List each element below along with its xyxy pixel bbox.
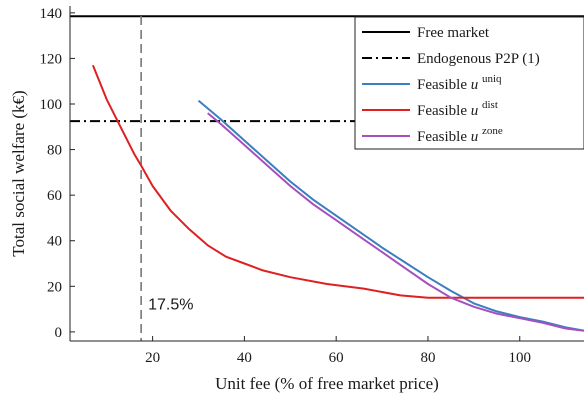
legend-var-text: u [471, 129, 482, 145]
legend: Free market Endogenous P2P (1) Feasible u … [354, 16, 584, 150]
x-tick-label: 20 [145, 350, 160, 366]
legend-base-text: Feasible [417, 103, 471, 119]
y-axis-label: Total social welfare (k€) [9, 90, 28, 256]
y-tick-label: 20 [47, 279, 62, 295]
legend-label-dist: Feasible u dist [417, 99, 498, 119]
y-tick-label: 120 [40, 51, 63, 67]
legend-label: Endogenous P2P (1) [417, 51, 540, 67]
y-tick-label: 140 [40, 6, 63, 22]
x-axis-label: Unit fee (% of free market price) [215, 374, 439, 393]
series-line-dist [91, 64, 584, 299]
legend-label-uniq: Feasible u uniq [417, 73, 502, 93]
legend-sup-text: uniq [482, 73, 502, 85]
legend-base-text: Feasible [417, 77, 471, 93]
legend-base-text: Feasible [417, 129, 471, 145]
legend-sup-text: zone [482, 125, 503, 137]
y-tick-label: 0 [55, 325, 63, 341]
axes: 20 40 60 80 100 0 20 40 60 80 100 120 140 [40, 6, 584, 366]
y-tick-label: 80 [47, 143, 62, 159]
vline-annotation: 17.5% [148, 297, 193, 314]
y-tick-label: 40 [47, 234, 62, 250]
legend-var-text: u [471, 77, 482, 93]
y-tick-label: 60 [47, 188, 62, 204]
series-line-zone [207, 112, 584, 332]
y-tick-label: 100 [40, 97, 63, 113]
x-tick-label: 60 [329, 350, 344, 366]
legend-label-zone: Feasible u zone [417, 125, 503, 145]
legend-var-text: u [471, 103, 482, 119]
plot-area [70, 15, 584, 341]
legend-sup-text: dist [482, 99, 498, 111]
x-tick-label: 80 [420, 350, 435, 366]
x-tick-label: 40 [237, 350, 252, 366]
x-tick-label: 100 [509, 350, 532, 366]
series-line-uniq [197, 99, 584, 332]
legend-label: Free market [417, 25, 490, 41]
